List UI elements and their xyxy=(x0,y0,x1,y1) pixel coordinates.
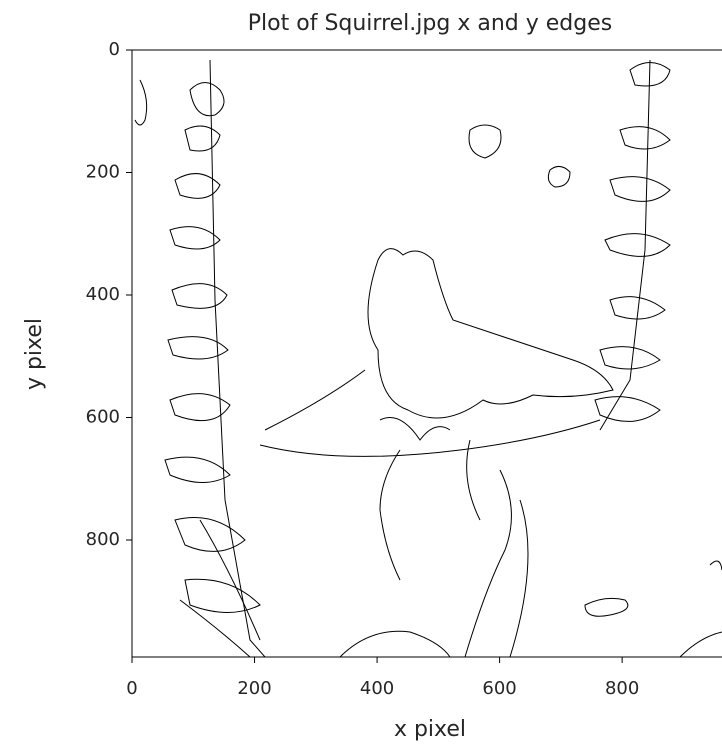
x-tick-label: 600 xyxy=(482,678,516,699)
edge-image xyxy=(134,59,722,657)
y-tick-label: 800 xyxy=(86,529,120,550)
axes xyxy=(131,49,722,658)
x-tick-label: 400 xyxy=(360,678,394,699)
edge-sketch xyxy=(134,59,722,657)
chart-title: Plot of Squirrel.jpg x and y edges xyxy=(248,11,612,36)
x-tick-label: 0 xyxy=(126,678,137,699)
y-axis-label: y pixel xyxy=(22,318,47,390)
x-axis-label: x pixel xyxy=(394,717,466,742)
y-tick-label: 600 xyxy=(86,407,120,428)
y-tick-label: 200 xyxy=(86,162,120,183)
y-tick-label: 400 xyxy=(86,284,120,305)
x-tick-label: 200 xyxy=(237,678,271,699)
x-tick-label: 800 xyxy=(605,678,639,699)
image-area xyxy=(132,50,722,657)
y-tick-label: 0 xyxy=(109,39,120,60)
